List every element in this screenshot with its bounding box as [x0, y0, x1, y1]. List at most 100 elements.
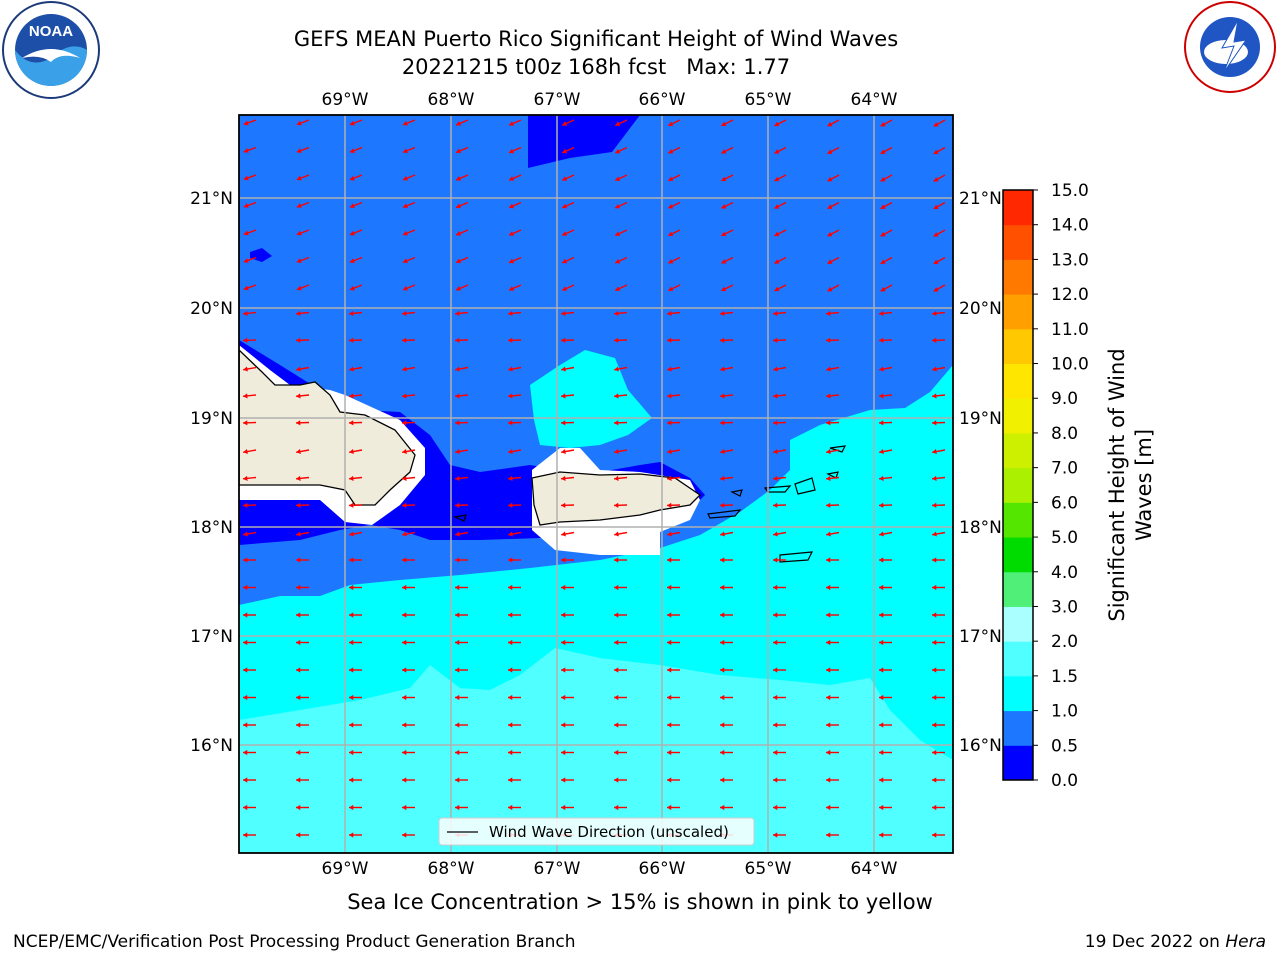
wind-arrow-head [296, 120, 302, 126]
wind-arrow-head [296, 148, 302, 153]
wave-height-field [239, 115, 953, 853]
wind-arrow-head [455, 557, 460, 563]
wind-arrow-head [668, 203, 674, 209]
wind-arrow-head [296, 475, 301, 481]
wind-arrow-head [296, 777, 301, 783]
colorbar-label-line1: Significant Height of Wind [1105, 348, 1129, 621]
wind-arrow-head [455, 804, 460, 811]
wind-arrow-head [243, 393, 248, 399]
wind-arrow-head [773, 667, 778, 673]
wind-arrow-head [243, 148, 249, 153]
wind-arrow-head [296, 667, 301, 673]
wind-arrow-head [349, 749, 354, 756]
wind-arrow-head [402, 557, 407, 563]
wind-arrow-head [827, 259, 833, 264]
wind-arrow-head [456, 121, 461, 126]
wind-arrow-head [349, 584, 354, 591]
wind-arrow-head [561, 804, 566, 811]
wind-arrow-head [720, 749, 725, 756]
wind-arrow-head [614, 722, 619, 728]
lon-label: 69°W [322, 859, 369, 879]
wind-arrow-head [508, 694, 513, 701]
wind-arrow-head [879, 722, 884, 728]
wind-arrow-head [614, 366, 619, 372]
wind-arrow-head [243, 230, 249, 236]
wind-arrow-head [349, 667, 354, 673]
wind-arrow-head [561, 366, 566, 372]
wind-arrow-head [296, 258, 302, 263]
wind-arrow-head [826, 694, 831, 701]
wind-arrow-head [720, 804, 725, 811]
wind-arrow-head [455, 777, 460, 783]
land-puerto-rico [531, 471, 702, 526]
wind-arrow-head [243, 531, 248, 537]
wind-arrow-head [349, 337, 354, 343]
wind-arrow-head [932, 612, 937, 618]
lat-label: 17°N [959, 627, 1002, 647]
wind-arrow-head [720, 612, 725, 618]
wind-arrow-head [720, 531, 725, 537]
wind-arrow-head [667, 722, 672, 728]
wind-arrow-head [296, 175, 302, 181]
wind-arrow-head [720, 448, 725, 455]
wind-arrow-head [667, 366, 672, 372]
map-frame [238, 114, 954, 854]
wind-arrow-head [349, 148, 355, 154]
contour-1.0-1.5-north-pr [530, 350, 652, 448]
wind-arrow-head [667, 777, 672, 783]
wind-arrow-head [455, 612, 460, 618]
lon-label: 64°W [851, 859, 898, 879]
wind-arrow-head [243, 694, 248, 701]
wind-arrow-head [455, 502, 460, 508]
wind-arrow-head [614, 420, 619, 426]
wind-arrow-head [773, 557, 778, 563]
wind-arrow-head [243, 804, 248, 811]
legend-label: Wind Wave Direction (unscaled) [489, 823, 729, 841]
wind-arrow-head [826, 804, 831, 811]
wind-arrow-head [243, 832, 248, 838]
wind-arrow-head [402, 531, 407, 537]
wind-arrow-head [668, 176, 674, 182]
wind-arrow-head [349, 393, 354, 399]
wind-arrow-head [667, 393, 672, 399]
wind-arrow-head [456, 231, 461, 236]
wind-arrow-head [614, 612, 619, 618]
lon-label: 68°W [428, 859, 475, 879]
wind-arrow-head [879, 502, 884, 508]
wind-arrow-head [402, 722, 407, 728]
lat-label: 16°N [959, 736, 1002, 756]
wind-arrow-head [508, 584, 513, 591]
wind-arrow-head [614, 310, 619, 316]
wind-arrow-head [879, 531, 884, 537]
wind-arrow-head [932, 502, 937, 508]
wind-arrow-head [773, 722, 778, 728]
grid-lines [239, 115, 953, 853]
colorbar-segment [1003, 571, 1033, 607]
colorbar-segment [1003, 259, 1033, 295]
wind-arrow-head [508, 531, 513, 537]
wind-arrow-head [243, 175, 249, 181]
lat-label: 21°N [190, 189, 233, 209]
colorbar-frame [1002, 189, 1034, 781]
wind-arrow-head [720, 502, 725, 508]
wind-arrow-head [296, 612, 301, 618]
wind-arrow-head [509, 231, 515, 236]
wind-arrow-head [615, 148, 621, 154]
wind-arrow-head [349, 475, 354, 481]
wind-arrow-head [932, 420, 937, 426]
wind-arrow-head [508, 667, 513, 673]
wind-arrow-head [349, 448, 354, 455]
wind-arrow-head [667, 475, 672, 481]
wind-arrow-head [562, 258, 568, 264]
wind-arrow-head [296, 639, 301, 646]
sea-ice-note: Sea Ice Concentration > 15% is shown in … [347, 890, 933, 914]
wind-arrow-head [880, 231, 886, 237]
wind-arrow-head [402, 258, 408, 264]
lon-label: 67°W [534, 859, 581, 879]
wind-arrow-head [508, 722, 513, 728]
wind-arrow-head [402, 148, 408, 154]
wind-arrow-head [615, 203, 621, 209]
wind-arrow-head [296, 366, 301, 372]
wind-arrow-head [508, 749, 513, 756]
wind-arrow-head [879, 448, 884, 455]
